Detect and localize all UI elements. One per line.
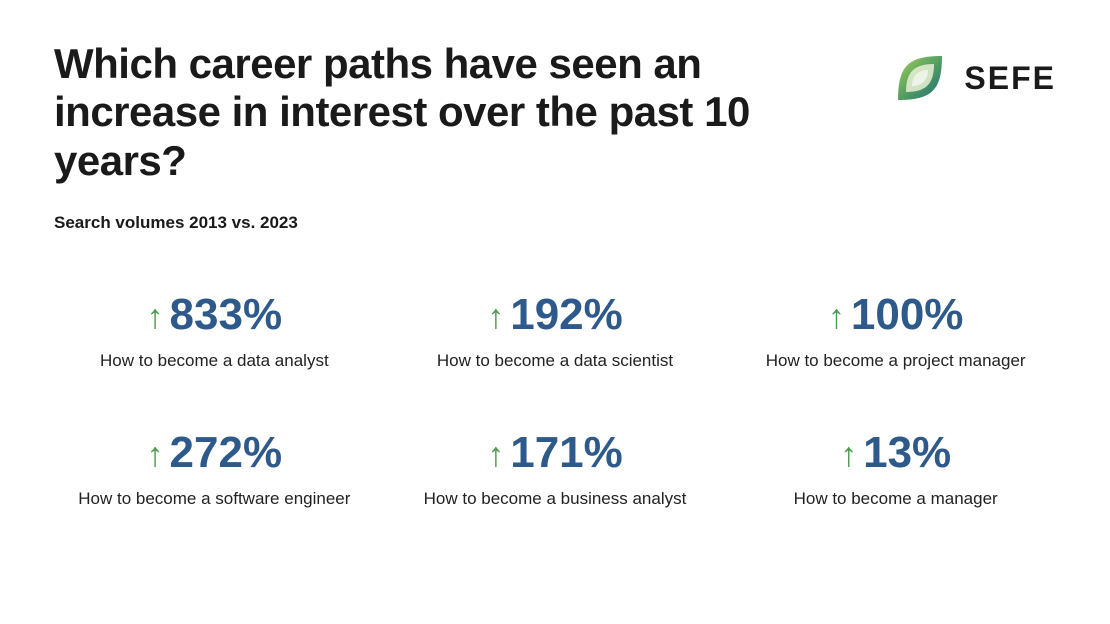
- up-arrow-icon: ↑: [147, 300, 164, 334]
- brand-name: SEFE: [964, 60, 1056, 97]
- leaf-icon: [888, 46, 952, 110]
- stat-value: 171%: [510, 431, 623, 475]
- stat-value: 100%: [851, 293, 964, 337]
- stat-value: 13%: [863, 431, 951, 475]
- page-title: Which career paths have seen an increase…: [54, 40, 754, 185]
- stat-value: 272%: [170, 431, 283, 475]
- stat-card: ↑ 13% How to become a manager: [735, 431, 1056, 509]
- stat-value: 192%: [510, 293, 623, 337]
- header-text-block: Which career paths have seen an increase…: [54, 40, 754, 233]
- up-arrow-icon: ↑: [147, 438, 164, 472]
- stat-value-row: ↑ 100%: [828, 293, 964, 337]
- stat-value-row: ↑ 171%: [487, 431, 623, 475]
- page-subtitle: Search volumes 2013 vs. 2023: [54, 213, 754, 233]
- stat-value: 833%: [170, 293, 283, 337]
- stat-value-row: ↑ 272%: [147, 431, 283, 475]
- stat-label: How to become a manager: [735, 489, 1056, 509]
- stat-label: How to become a project manager: [735, 351, 1056, 371]
- stat-card: ↑ 171% How to become a business analyst: [395, 431, 716, 509]
- stat-label: How to become a data analyst: [54, 351, 375, 371]
- up-arrow-icon: ↑: [487, 438, 504, 472]
- stat-card: ↑ 272% How to become a software engineer: [54, 431, 375, 509]
- up-arrow-icon: ↑: [828, 300, 845, 334]
- up-arrow-icon: ↑: [487, 300, 504, 334]
- stat-label: How to become a software engineer: [54, 489, 375, 509]
- header-row: Which career paths have seen an increase…: [54, 40, 1056, 233]
- stats-grid: ↑ 833% How to become a data analyst ↑ 19…: [54, 293, 1056, 509]
- stat-value-row: ↑ 13%: [840, 431, 951, 475]
- stat-card: ↑ 192% How to become a data scientist: [395, 293, 716, 371]
- stat-label: How to become a data scientist: [395, 351, 716, 371]
- up-arrow-icon: ↑: [840, 438, 857, 472]
- stat-card: ↑ 833% How to become a data analyst: [54, 293, 375, 371]
- stat-card: ↑ 100% How to become a project manager: [735, 293, 1056, 371]
- brand-logo: SEFE: [888, 46, 1056, 110]
- infographic-page: Which career paths have seen an increase…: [0, 0, 1110, 624]
- stat-value-row: ↑ 192%: [487, 293, 623, 337]
- stat-value-row: ↑ 833%: [147, 293, 283, 337]
- stat-label: How to become a business analyst: [395, 489, 716, 509]
